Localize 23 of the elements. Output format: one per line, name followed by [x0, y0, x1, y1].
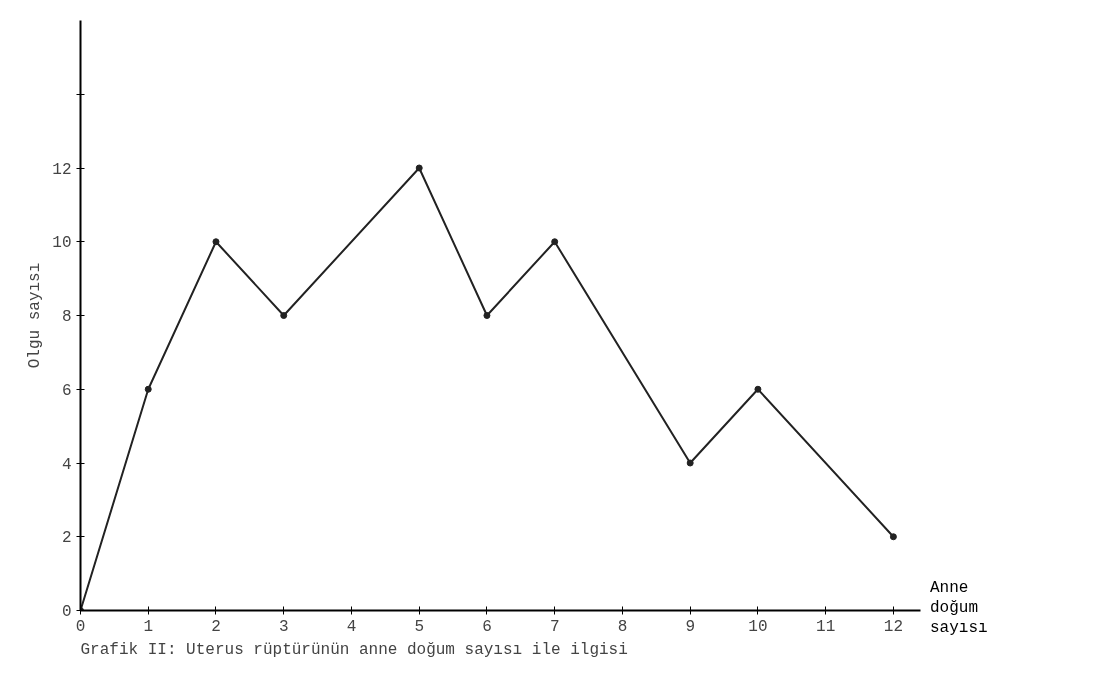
y-tick-label: 10 — [52, 234, 72, 253]
x-tick-label: 3 — [278, 617, 289, 636]
y-axis-title: Olgu sayısı — [26, 262, 45, 369]
x-tick-label: 12 — [883, 617, 903, 636]
x-tick-label: 9 — [685, 617, 695, 636]
text: Grafik II: Uterus rüptürünün anne doğum sayısı ile ilgisi — [80, 640, 628, 659]
x-tick-label: 4 — [346, 617, 357, 636]
y-tick-label: 12 — [52, 160, 72, 179]
x-tick-label: 1 — [143, 617, 154, 636]
x-tick-label: 2 — [211, 617, 221, 636]
x-tick-label: 6 — [482, 617, 492, 636]
x-tick-label: 0 — [75, 617, 86, 636]
y-tick-label: 4 — [61, 455, 72, 474]
x-axis-title: Anne doğum sayısı — [930, 578, 988, 638]
x-tick-label: 8 — [617, 617, 628, 636]
x-tick-label: 5 — [414, 617, 425, 636]
y-tick-label: 0 — [61, 603, 72, 621]
x-tick-label: 10 — [748, 617, 768, 636]
y-tick-label: 8 — [61, 308, 72, 326]
y-tick-label: 2 — [61, 529, 72, 548]
x-tick-label: 11 — [816, 617, 836, 636]
y-tick-label: 6 — [61, 381, 72, 400]
x-tick-label: 7 — [549, 617, 560, 636]
